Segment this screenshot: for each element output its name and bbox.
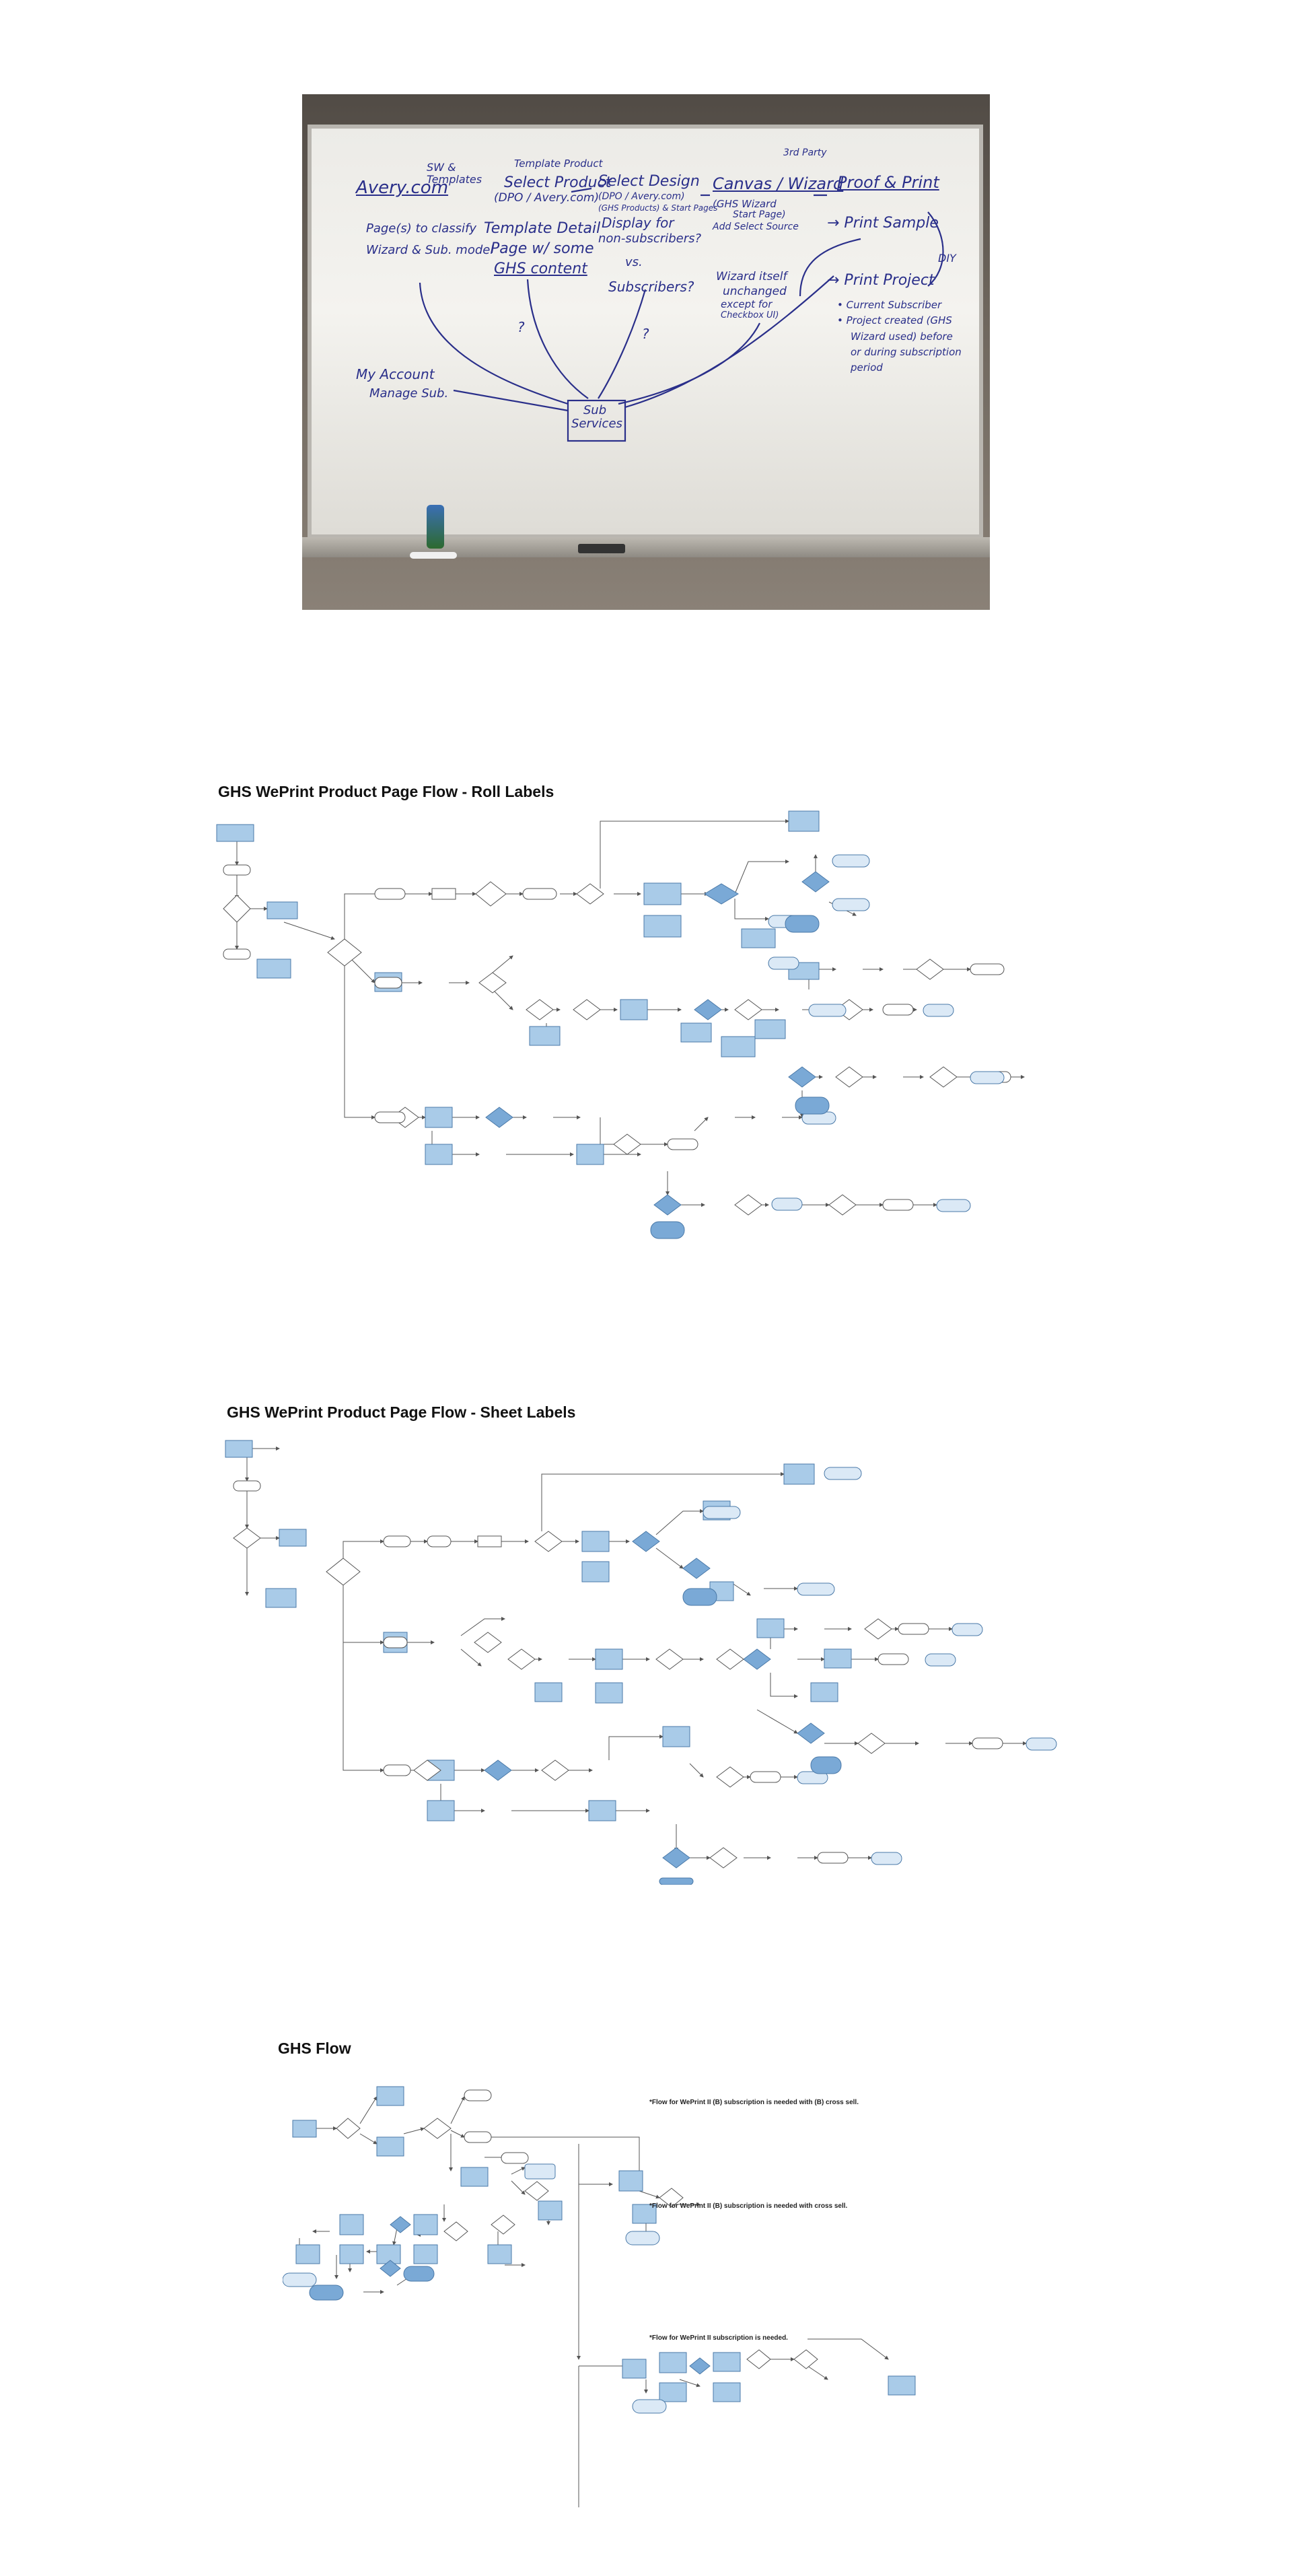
marker-tray [302, 537, 990, 557]
wb-select-product: Select Product [504, 174, 612, 191]
wb-pages-classify: Page(s) to classify [366, 221, 476, 236]
marker [410, 552, 457, 559]
wb-checkbox-ui: Checkbox UI) [721, 310, 779, 320]
wb-wizard-itself: Wizard itself [716, 270, 787, 283]
wb-third-party: 3rd Party [783, 147, 827, 158]
wb-wizard-submodel: Wizard & Sub. model [366, 243, 494, 257]
wb-ghs-wizard: (GHS Wizard [713, 198, 777, 210]
wb-canvas-wizard: Canvas / Wizard [713, 174, 844, 193]
wb-print-project: → Print Project [827, 272, 935, 289]
wb-period: period [851, 361, 883, 374]
flow-note-3: *Flow for WePrint II subscription is nee… [649, 2334, 788, 2342]
wb-print-sample: → Print Sample [827, 215, 939, 232]
wb-my-account: My Account [356, 366, 435, 382]
wb-subscribers: Subscribers? [608, 279, 694, 295]
wb-add-select: Add Select Source [713, 221, 799, 232]
wb-avery: Avery.com [356, 178, 449, 198]
ghs-flow-title: GHS Flow [278, 2040, 351, 2057]
wb-page-some: Page w/ some [491, 240, 594, 257]
wb-display-for: Display for [602, 215, 674, 231]
wb-ghs-content: GHS content [494, 260, 587, 277]
flow-note-2: *Flow for WePrint II (B) subscription is… [649, 2202, 848, 2210]
wb-template-product: Template Product [514, 158, 603, 170]
wb-current-subscriber: • Current Subscriber [837, 299, 942, 311]
sheet-flow-title: GHS WePrint Product Page Flow - Sheet La… [227, 1403, 576, 1421]
ghs-flow-diagram [283, 2070, 929, 2507]
wb-start-page: Start Page) [733, 209, 786, 220]
wb-non-subscribers: non-subscribers? [598, 232, 702, 246]
wb-q2: ? [642, 326, 649, 342]
wb-diy: DIY [938, 252, 956, 265]
wb-project-created: • Project created (GHS [837, 314, 952, 326]
wb-except-for: except for [721, 298, 773, 310]
wb-wizard-used: Wizard used) before [851, 330, 953, 343]
wb-vs: vs. [625, 255, 643, 269]
wb-template-detail: Template Detail [484, 220, 601, 237]
roll-flow-title: GHS WePrint Product Page Flow - Roll Lab… [218, 783, 554, 800]
wb-select-design: Select Design [598, 173, 700, 190]
wb-manage-sub: Manage Sub. [369, 386, 449, 401]
spray-bottle [427, 505, 444, 549]
wb-q1: ? [517, 319, 525, 335]
wb-sw-templates: SW & Templates [427, 161, 482, 186]
wb-ghs-products: (GHS Products) & Start Pages [598, 203, 718, 213]
flow-note-1: *Flow for WePrint II (B) subscription is… [649, 2099, 859, 2106]
wb-unchanged: unchanged [723, 285, 787, 298]
wb-dpo-avery-2: (DPO / Avery.com) [598, 191, 685, 202]
roll-flow-diagram [210, 808, 1058, 1265]
whiteboard-photo: Avery.com SW & Templates Template Produc… [302, 94, 990, 610]
wb-or-during: or during subscription [851, 346, 962, 358]
wb-dpo-avery: (DPO / Avery.com) [494, 191, 600, 205]
wb-sub-services: Sub Services [571, 403, 622, 431]
eraser [578, 544, 625, 553]
wb-proof-print: Proof & Print [837, 173, 939, 192]
sheet-flow-diagram [219, 1427, 1067, 1885]
